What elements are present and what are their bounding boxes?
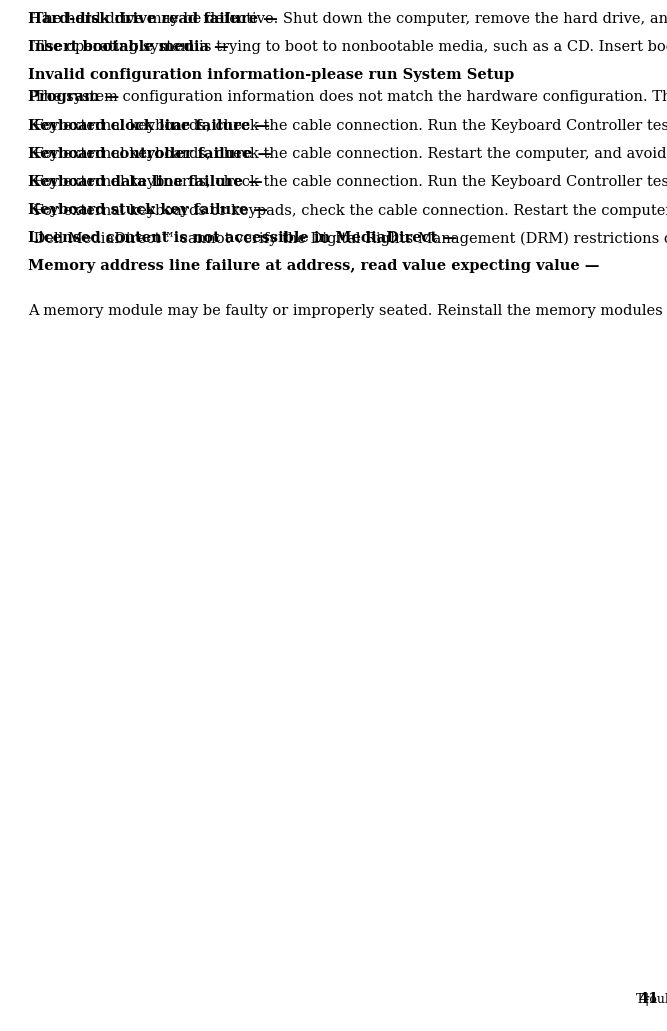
Text: Keyboard data line failure —: Keyboard data line failure — (28, 175, 263, 189)
Text: Keyboard stuck key failure —: Keyboard stuck key failure — (28, 203, 268, 218)
Text: 41: 41 (638, 992, 658, 1006)
Text: Keyboard clock line failure —: Keyboard clock line failure — (28, 119, 270, 133)
Text: For external keyboards, check the cable connection. Restart the computer, and av: For external keyboards, check the cable … (29, 146, 667, 161)
Text: |: | (637, 993, 657, 1006)
Text: The operating system is trying to boot to nonbootable media, such as a CD. Inser: The operating system is trying to boot t… (29, 40, 667, 55)
Text: Memory address line failure at address, read value expecting value —: Memory address line failure at address, … (28, 260, 600, 273)
Text: Insert bootable media —: Insert bootable media — (28, 40, 229, 55)
Text: Invalid configuration information-please run System Setup: Invalid configuration information-please… (28, 68, 514, 82)
Text: Troubleshooting: Troubleshooting (636, 993, 667, 1006)
Text: For external keyboards or keypads, check the cable connection. Restart the compu: For external keyboards or keypads, check… (29, 203, 667, 218)
Text: Dell MediaDirect™ cannot verify the Digital Rights Management (DRM) restrictions: Dell MediaDirect™ cannot verify the Digi… (29, 231, 667, 245)
Text: For external keyboards, check the cable connection. Run the Keyboard Controller : For external keyboards, check the cable … (29, 175, 667, 190)
Text: Program —: Program — (28, 91, 119, 104)
Text: Hard-disk drive read failure —: Hard-disk drive read failure — (28, 12, 277, 26)
Text: A memory module may be faulty or improperly seated. Reinstall the memory modules: A memory module may be faulty or imprope… (28, 304, 667, 318)
Text: The hard drive may be defective. Shut down the computer, remove the hard drive, : The hard drive may be defective. Shut do… (29, 12, 667, 27)
Text: The system configuration information does not match the hardware configuration. : The system configuration information doe… (29, 91, 667, 104)
Text: Licensed content is not accessible in MediaDirect —: Licensed content is not accessible in Me… (28, 231, 457, 245)
Text: Keyboard controller failure —: Keyboard controller failure — (28, 146, 272, 161)
Text: For external keyboards, check the cable connection. Run the Keyboard Controller : For external keyboards, check the cable … (29, 119, 667, 133)
